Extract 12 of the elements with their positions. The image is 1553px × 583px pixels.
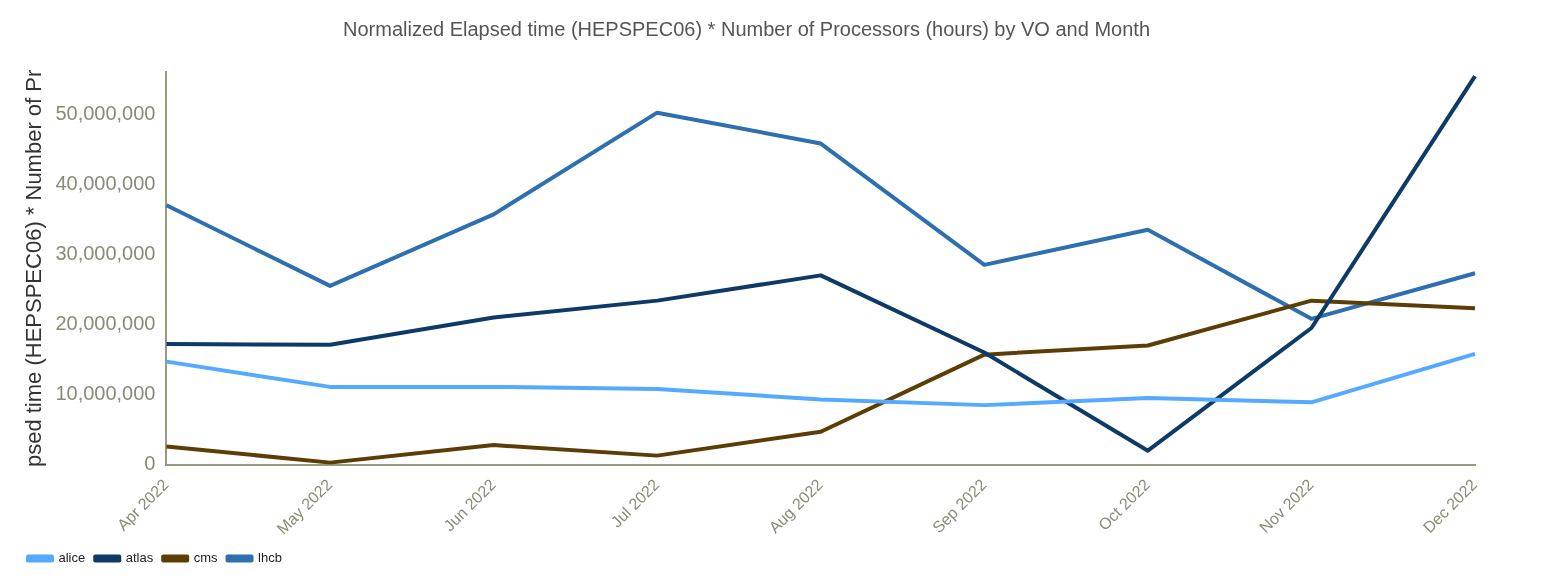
- y-tick-label: 50,000,000: [55, 101, 156, 124]
- y-tick-label: 0: [144, 452, 156, 475]
- y-tick-label: 10,000,000: [55, 382, 156, 405]
- y-tick-label: 30,000,000: [55, 241, 156, 264]
- y-tick-label: 20,000,000: [55, 311, 156, 334]
- legend-label: alice: [58, 550, 86, 566]
- legend-label: lhcb: [258, 550, 282, 566]
- chart-title: Normalized Elapsed time (HEPSPEC06) * Number of Processors (hours) by VO and Month: [343, 17, 1150, 40]
- y-tick-label: 40,000,000: [55, 171, 156, 194]
- y-axis-title: psed time (HEPSPEC06) * Number of Pr: [21, 69, 47, 468]
- legend-label: atlas: [125, 550, 154, 566]
- legend-label: cms: [193, 550, 219, 566]
